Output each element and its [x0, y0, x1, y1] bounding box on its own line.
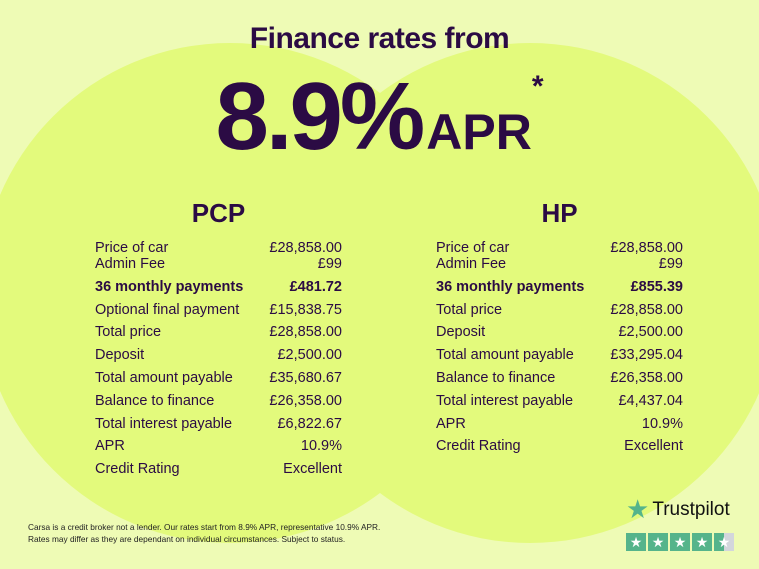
table-row: Admin Fee £99 [436, 256, 683, 272]
row-value: £2,500.00 [277, 347, 342, 364]
table-row: Total amount payable £35,680.67 [95, 370, 342, 386]
row-value: £33,295.04 [610, 347, 683, 364]
table-row: Price of car £28,858.00 [95, 240, 342, 256]
rate-display: 8.9%APR* [0, 62, 759, 172]
table-row: Total amount payable £33,295.04 [436, 347, 683, 363]
row-label: Admin Fee [95, 256, 166, 272]
row-value: £855.39 [630, 278, 683, 295]
row-value: 10.9% [641, 415, 683, 432]
asterisk: * [531, 70, 544, 103]
row-value: £2,500.00 [618, 324, 683, 341]
disclaimer-line: Carsa is a credit broker not a lender. O… [28, 522, 381, 532]
row-value: £26,358.00 [610, 369, 683, 386]
table-row: Total interest payable £4,437.04 [436, 393, 683, 409]
row-value: £99 [658, 256, 683, 272]
table-row: Credit Rating Excellent [436, 438, 683, 454]
table-row: Total interest payable £6,822.67 [95, 416, 342, 432]
row-value: Excellent [624, 438, 683, 455]
row-label: Deposit [95, 347, 145, 364]
hp-table: Price of car £28,858.00 Admin Fee £99 36 mon… [436, 240, 683, 454]
table-row: Credit Rating Excellent [95, 461, 342, 477]
row-value: 10.9% [300, 438, 342, 455]
rate-suffix: APR [426, 104, 532, 160]
row-label: Total interest payable [95, 415, 233, 432]
star-icon: ★ [626, 533, 646, 551]
row-value: £15,838.75 [269, 301, 342, 318]
headline: Finance rates from [249, 22, 510, 55]
row-label: Total price [436, 301, 503, 318]
table-row: Admin Fee £99 [95, 256, 342, 272]
row-value: £28,858.00 [610, 301, 683, 318]
table-row: Total price £28,858.00 [95, 324, 342, 340]
row-value: £26,358.00 [269, 392, 342, 409]
row-label: Optional final payment [95, 301, 240, 318]
star-icon: ★ [626, 494, 650, 524]
row-label: Deposit [436, 324, 486, 341]
row-value: £28,858.00 [269, 240, 342, 256]
row-label: 36 monthly payments [436, 278, 585, 295]
table-row: Total price £28,858.00 [436, 302, 683, 318]
row-value: £35,680.67 [269, 369, 342, 386]
table-row: APR 10.9% [436, 416, 683, 432]
row-label: Total interest payable [436, 392, 574, 409]
table-row: Balance to finance £26,358.00 [436, 370, 683, 386]
star-icon: ★ [714, 533, 734, 551]
rating-stars: ★ ★ ★ ★ ★ [626, 533, 734, 551]
hp-title: HP [541, 198, 578, 228]
table-row: Price of car £28,858.00 [436, 240, 683, 256]
star-icon: ★ [670, 533, 690, 551]
row-label: 36 monthly payments [95, 278, 244, 295]
pcp-title: PCP [191, 198, 246, 228]
row-value: £4,437.04 [618, 392, 683, 409]
row-label: Price of car [436, 240, 510, 256]
pcp-table: Price of car £28,858.00 Admin Fee £99 36 mon… [95, 240, 342, 477]
row-label: Total price [95, 324, 162, 341]
row-value: £99 [317, 256, 342, 272]
decorative-circle-right [280, 43, 759, 543]
row-label: Total amount payable [95, 369, 233, 386]
table-row: 36 monthly payments £855.39 [436, 279, 683, 295]
rate-value: 8.9% [215, 63, 425, 170]
row-label: APR [95, 438, 125, 455]
table-row: Deposit £2,500.00 [436, 324, 683, 340]
row-label: Total amount payable [436, 347, 574, 364]
table-row: 36 monthly payments £481.72 [95, 279, 342, 295]
row-label: Balance to finance [436, 369, 556, 386]
row-label: Balance to finance [95, 392, 215, 409]
trustpilot-badge: ★ Trustpilot ★ ★ ★ ★ ★ [626, 494, 734, 551]
disclaimer: Carsa is a credit broker not a lender. O… [28, 521, 380, 545]
table-row: Optional final payment £15,838.75 [95, 302, 342, 318]
row-value: Excellent [283, 461, 342, 478]
row-label: APR [436, 415, 466, 432]
table-row: Deposit £2,500.00 [95, 347, 342, 363]
disclaimer-line: Rates may differ as they are dependant o… [28, 534, 346, 544]
row-value: £481.72 [289, 278, 342, 295]
trustpilot-logo-text: Trustpilot [652, 498, 730, 520]
table-row: Balance to finance £26,358.00 [95, 393, 342, 409]
row-value: £6,822.67 [277, 415, 342, 432]
row-value: £28,858.00 [269, 324, 342, 341]
row-label: Credit Rating [436, 438, 521, 455]
row-label: Price of car [95, 240, 169, 256]
star-icon: ★ [648, 533, 668, 551]
table-row: APR 10.9% [95, 438, 342, 454]
row-value: £28,858.00 [610, 240, 683, 256]
star-icon: ★ [692, 533, 712, 551]
row-label: Admin Fee [436, 256, 507, 272]
row-label: Credit Rating [95, 461, 180, 478]
